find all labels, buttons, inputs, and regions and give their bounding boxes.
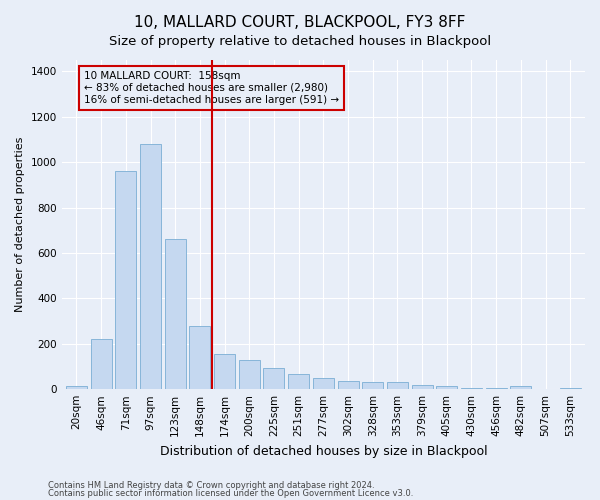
Bar xyxy=(190,326,211,389)
Bar xyxy=(560,388,581,389)
Bar xyxy=(338,381,359,389)
Text: Contains HM Land Registry data © Crown copyright and database right 2024.: Contains HM Land Registry data © Crown c… xyxy=(48,480,374,490)
Bar xyxy=(165,240,186,389)
Bar xyxy=(91,339,112,389)
Bar xyxy=(214,354,235,389)
X-axis label: Distribution of detached houses by size in Blackpool: Distribution of detached houses by size … xyxy=(160,444,487,458)
Text: 10, MALLARD COURT, BLACKPOOL, FY3 8FF: 10, MALLARD COURT, BLACKPOOL, FY3 8FF xyxy=(134,15,466,30)
Bar xyxy=(66,386,87,389)
Bar xyxy=(362,382,383,389)
Bar xyxy=(412,385,433,389)
Text: Size of property relative to detached houses in Blackpool: Size of property relative to detached ho… xyxy=(109,35,491,48)
Bar xyxy=(485,388,506,389)
Bar xyxy=(115,171,136,389)
Bar xyxy=(387,382,408,389)
Text: 10 MALLARD COURT:  158sqm
← 83% of detached houses are smaller (2,980)
16% of se: 10 MALLARD COURT: 158sqm ← 83% of detach… xyxy=(84,72,339,104)
Bar xyxy=(263,368,284,389)
Bar xyxy=(313,378,334,389)
Bar xyxy=(461,388,482,389)
Bar xyxy=(436,386,457,389)
Text: Contains public sector information licensed under the Open Government Licence v3: Contains public sector information licen… xyxy=(48,489,413,498)
Bar xyxy=(288,374,309,389)
Y-axis label: Number of detached properties: Number of detached properties xyxy=(15,137,25,312)
Bar xyxy=(140,144,161,389)
Bar xyxy=(239,360,260,389)
Bar xyxy=(511,386,532,389)
